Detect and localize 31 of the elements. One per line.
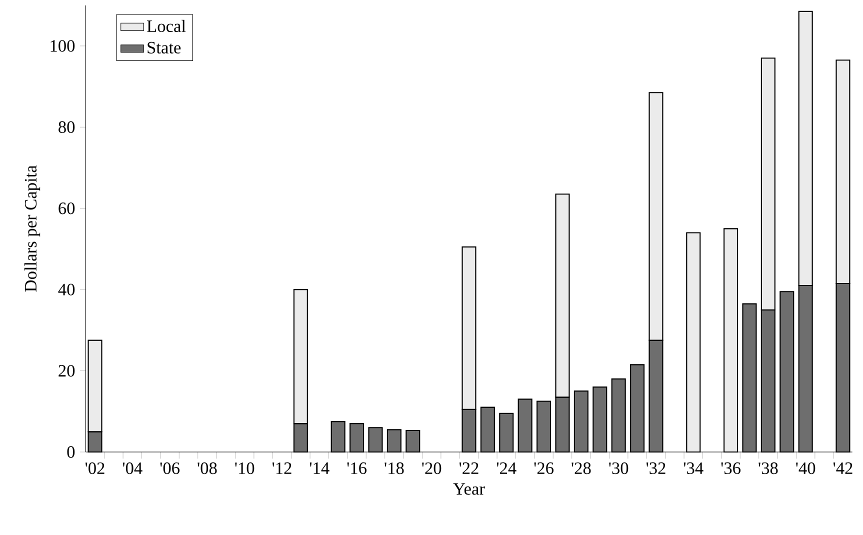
x-tick-label: '42: [833, 462, 852, 474]
x-tick-label: '16: [347, 462, 367, 474]
x-tick-label: '36: [721, 462, 740, 474]
y-tick-label: 60: [58, 202, 75, 214]
x-tick-label: '20: [422, 462, 442, 474]
y-tick-label: 100: [50, 40, 75, 52]
x-tick-label: '10: [235, 462, 254, 474]
y-tick-label: 20: [58, 364, 75, 377]
x-tick-label: '02: [86, 462, 104, 474]
x-tick-label: '12: [272, 462, 292, 474]
legend-label: Local: [147, 20, 186, 32]
x-tick-label: '40: [796, 462, 816, 474]
x-tick-label: '30: [609, 462, 628, 474]
x-tick-label: '14: [310, 462, 330, 474]
x-tick-label: '38: [758, 462, 778, 474]
y-tick-label: 40: [58, 284, 75, 296]
x-tick-label: '08: [198, 462, 217, 474]
y-tick-label: 0: [67, 446, 75, 458]
y-axis-title: Dollars per Capita: [24, 165, 40, 292]
x-tick-label: '26: [534, 462, 554, 474]
x-tick-label: '34: [684, 462, 704, 474]
x-tick-label: '32: [646, 462, 666, 474]
x-tick-label: '28: [572, 462, 591, 474]
y-tick-label: 80: [58, 121, 75, 133]
x-tick-label: '06: [160, 462, 180, 474]
x-tick-label: '04: [122, 462, 142, 474]
x-tick-label: '24: [496, 462, 516, 474]
x-tick-label: '22: [459, 462, 478, 474]
x-tick-label: '18: [384, 462, 404, 474]
x-axis-title: Year: [453, 483, 485, 495]
legend-label: State: [148, 42, 181, 54]
